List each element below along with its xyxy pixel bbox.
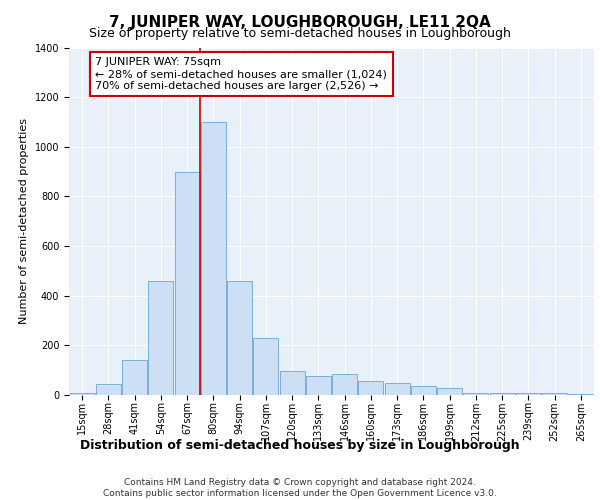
Bar bbox=[463, 392, 488, 395]
Bar bbox=[490, 392, 515, 395]
Bar bbox=[227, 281, 252, 395]
Bar bbox=[253, 338, 278, 395]
Bar bbox=[306, 376, 331, 395]
Bar bbox=[280, 372, 305, 395]
Bar bbox=[358, 380, 383, 395]
Bar bbox=[568, 394, 593, 395]
Text: 7, JUNIPER WAY, LOUGHBOROUGH, LE11 2QA: 7, JUNIPER WAY, LOUGHBOROUGH, LE11 2QA bbox=[109, 15, 491, 30]
Text: Distribution of semi-detached houses by size in Loughborough: Distribution of semi-detached houses by … bbox=[80, 440, 520, 452]
Text: 7 JUNIPER WAY: 75sqm
← 28% of semi-detached houses are smaller (1,024)
70% of se: 7 JUNIPER WAY: 75sqm ← 28% of semi-detac… bbox=[95, 58, 387, 90]
Y-axis label: Number of semi-detached properties: Number of semi-detached properties bbox=[19, 118, 29, 324]
Bar bbox=[385, 383, 410, 395]
Bar bbox=[542, 393, 567, 395]
Bar bbox=[201, 122, 226, 395]
Text: Size of property relative to semi-detached houses in Loughborough: Size of property relative to semi-detach… bbox=[89, 28, 511, 40]
Bar bbox=[70, 393, 95, 395]
Bar bbox=[332, 374, 357, 395]
Bar bbox=[122, 360, 147, 395]
Bar bbox=[148, 281, 173, 395]
Bar bbox=[96, 384, 121, 395]
Text: Contains HM Land Registry data © Crown copyright and database right 2024.
Contai: Contains HM Land Registry data © Crown c… bbox=[103, 478, 497, 498]
Bar bbox=[437, 388, 462, 395]
Bar bbox=[411, 386, 436, 395]
Bar bbox=[175, 172, 200, 395]
Bar bbox=[516, 392, 541, 395]
